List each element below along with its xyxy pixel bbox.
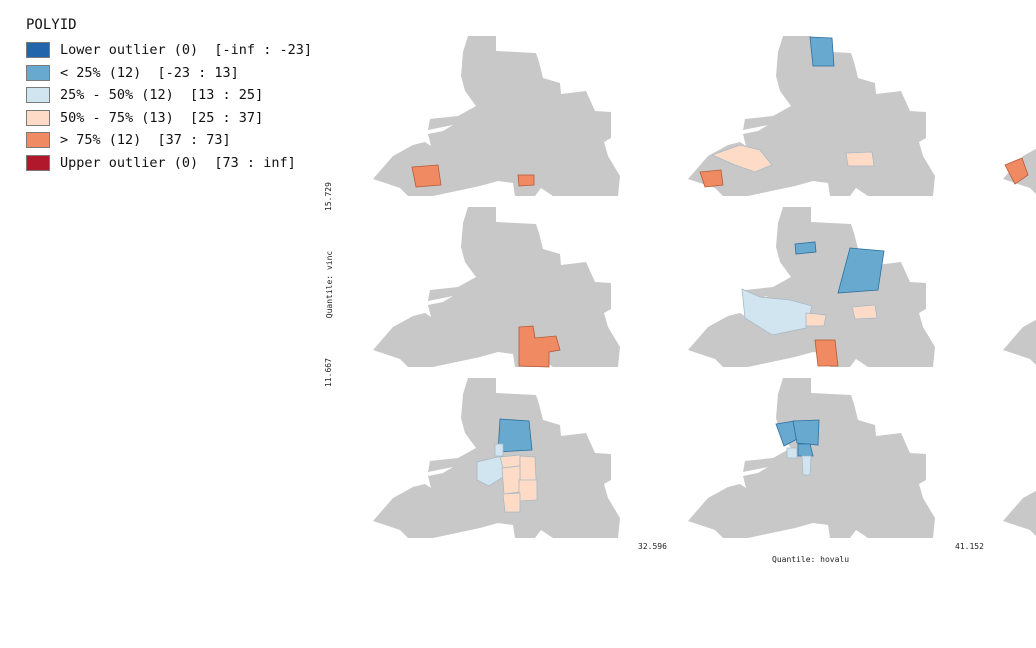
tract [809,36,835,67]
tract [801,455,812,476]
x-axis-right-value: 41.152 [955,542,984,551]
legend-label: > 75% (12) [37 : 73] [60,132,231,149]
tract [837,247,885,294]
tract [845,151,875,167]
tract [502,492,521,513]
x-axis-left-value: 32.596 [638,542,667,551]
tract [792,419,820,446]
highlighted-tracts [411,36,1029,513]
basemap-r3c2 [688,378,935,538]
legend-title: POLYID [26,17,77,33]
basemap-r1c2 [688,36,935,196]
tract [501,465,521,495]
legend-item-upper-outlier[interactable]: Upper outlier (0) [73 : inf] [26,152,312,175]
legend-item-below-25[interactable]: < 25% (12) [-23 : 13] [26,62,312,85]
tract [411,164,442,188]
legend-swatch [26,154,50,171]
tract [476,455,509,487]
legend-item-lower-outlier[interactable]: Lower outlier (0) [-inf : -23] [26,39,312,62]
legend-item-50-75[interactable]: 50% - 75% (13) [25 : 37] [26,107,312,130]
basemap-r2c2 [688,207,935,367]
x-axis-title: Quantile: hovalu [772,555,850,564]
basemap-r1c1 [373,36,620,196]
legend-label: Lower outlier (0) [-inf : -23] [60,42,312,59]
legend-label: 50% - 75% (13) [25 : 37] [60,109,264,126]
legend-swatch [26,64,50,81]
tract [805,312,827,327]
legend-item-above-75[interactable]: > 75% (12) [37 : 73] [26,129,312,152]
tract [851,304,878,320]
legend-swatch [26,42,50,59]
basemap-r2c1 [373,207,620,367]
basemap-r3c3 [1003,378,1036,538]
map-legend: POLYID Lower outlier (0) [-inf : -23] < … [26,17,312,174]
tract [710,144,773,173]
tract [519,455,537,482]
tract [1004,157,1029,185]
legend-item-25-50[interactable]: 25% - 50% (12) [13 : 25] [26,84,312,107]
legend-label: < 25% (12) [-23 : 13] [60,64,239,81]
basemap-r2c3 [1003,207,1036,367]
legend-swatch [26,109,50,126]
legend-swatch [26,132,50,149]
tract [794,241,817,255]
legend-label: Upper outlier (0) [73 : inf] [60,154,296,171]
tract [497,418,533,453]
tract [494,443,504,457]
legend-swatch [26,87,50,104]
tract [518,325,561,368]
tract [814,339,839,367]
tract [517,174,535,187]
basemaps [373,36,1036,538]
tract [518,479,538,502]
tract [699,169,724,188]
tract [786,447,798,459]
legend-label: 25% - 50% (12) [13 : 25] [60,87,264,104]
tract [797,443,814,457]
